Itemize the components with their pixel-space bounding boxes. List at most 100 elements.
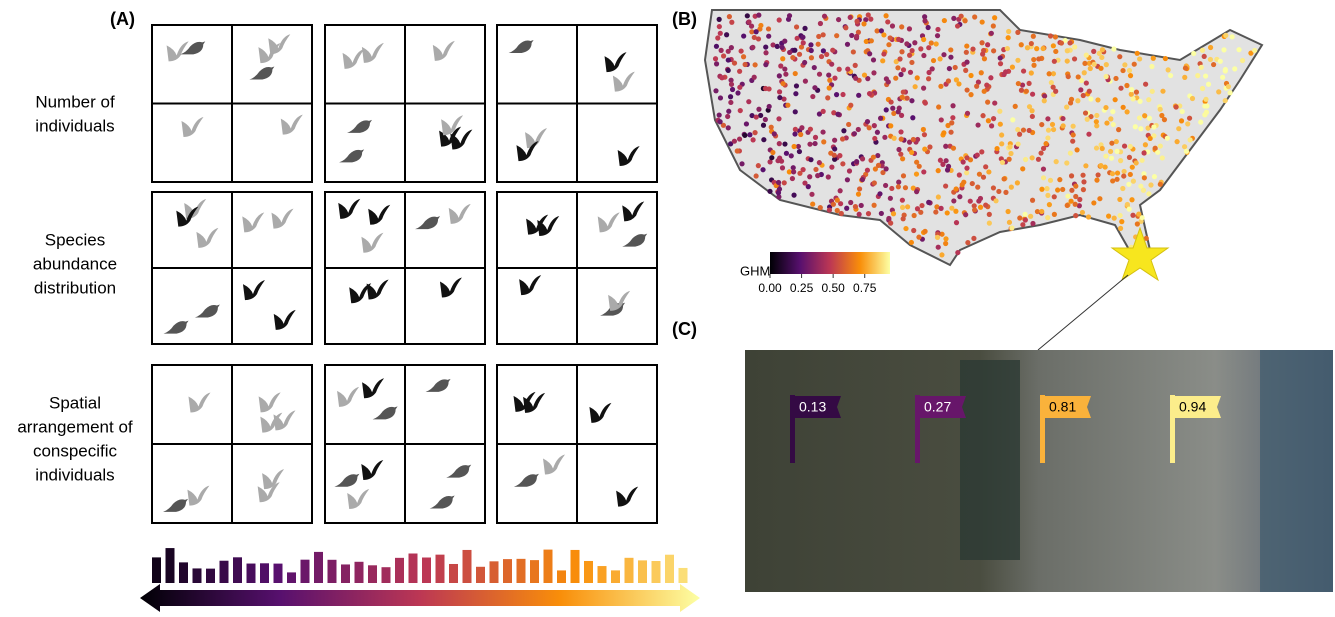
map-point (1146, 191, 1151, 196)
map-point (767, 104, 772, 109)
map-point (926, 200, 931, 205)
map-point (991, 23, 996, 28)
map-point (1006, 29, 1011, 34)
bird-icon (362, 43, 384, 63)
icon (314, 552, 323, 583)
map-point (979, 70, 984, 75)
map-point (1031, 57, 1036, 62)
map-point (854, 19, 859, 24)
bird-icon (368, 205, 390, 225)
map-point (987, 221, 992, 226)
map-point (854, 159, 859, 164)
map-point (1142, 175, 1147, 180)
map-point (1041, 146, 1046, 151)
connector (1038, 275, 1128, 350)
bird-icon (537, 216, 559, 236)
map-point (1202, 103, 1207, 108)
map-point (777, 89, 782, 94)
map-point (807, 174, 812, 179)
map-point (1060, 116, 1065, 121)
land-use-icons (152, 548, 688, 583)
map-point (1236, 47, 1241, 52)
map-point (901, 67, 906, 72)
map-point (913, 84, 918, 89)
map-point (1021, 127, 1026, 132)
bird-icon (543, 455, 565, 475)
map-point (931, 58, 936, 63)
map-point (1208, 45, 1213, 50)
map-point (832, 146, 837, 151)
map-point (846, 122, 851, 127)
map-point (1120, 68, 1125, 73)
map-point (1168, 73, 1173, 78)
map-point (1119, 219, 1124, 224)
map-point (790, 55, 795, 60)
map-point (1100, 146, 1105, 151)
map-point (901, 173, 906, 178)
map-point (884, 166, 889, 171)
map-point (900, 156, 905, 161)
map-point (972, 207, 977, 212)
colorbar-tick-label: 0.00 (758, 281, 782, 295)
map-point (726, 68, 731, 73)
bird-icon (616, 487, 638, 507)
map-point (1120, 186, 1125, 191)
map-point (943, 158, 948, 163)
map-point (886, 216, 891, 221)
map-point (769, 155, 774, 160)
colorbar-tick-label: 0.25 (790, 281, 814, 295)
colorbar: GHM 0.000.250.500.75 (740, 252, 890, 295)
map-point (818, 205, 823, 210)
map-point (1137, 99, 1142, 104)
bird-icon (361, 233, 383, 253)
icon (476, 567, 485, 583)
map-point (810, 202, 815, 207)
map-point (775, 44, 780, 49)
map-point (1039, 187, 1044, 192)
map-point (744, 121, 749, 126)
map-point (1115, 170, 1120, 175)
map-point (1036, 56, 1041, 61)
map-point (761, 123, 766, 128)
map-point (1223, 67, 1228, 72)
map-point (1129, 87, 1134, 92)
map-point (964, 155, 969, 160)
map-point (908, 70, 913, 75)
map-point (921, 86, 926, 91)
map-point (732, 139, 737, 144)
map-point (1068, 100, 1073, 105)
map-point (1182, 144, 1187, 149)
map-point (1054, 159, 1059, 164)
map-point (999, 132, 1004, 137)
map-point (1078, 87, 1083, 92)
map-point (926, 25, 931, 30)
map-point (864, 39, 869, 44)
map-point (994, 146, 999, 151)
map-point (1131, 179, 1136, 184)
map-point (1141, 150, 1146, 155)
map-point (1200, 48, 1205, 53)
map-point (934, 41, 939, 46)
map-point (756, 163, 761, 168)
map-point (1151, 56, 1156, 61)
map-point (896, 37, 901, 42)
map-point (1202, 54, 1207, 59)
map-point (853, 63, 858, 68)
map-point (1103, 154, 1108, 159)
map-point (1111, 122, 1116, 127)
map-point (792, 48, 797, 53)
map-point (1007, 157, 1012, 162)
map-point (1223, 98, 1228, 103)
map-point (972, 14, 977, 19)
map-point (1147, 116, 1152, 121)
map-point (989, 31, 994, 36)
map-point (890, 106, 895, 111)
map-point (1057, 177, 1062, 182)
map-point (984, 82, 989, 87)
map-point (936, 245, 941, 250)
map-point (832, 138, 837, 143)
map-point (964, 43, 969, 48)
map-point (1124, 83, 1129, 88)
bird-icon (339, 149, 364, 162)
map-point (1083, 163, 1088, 168)
